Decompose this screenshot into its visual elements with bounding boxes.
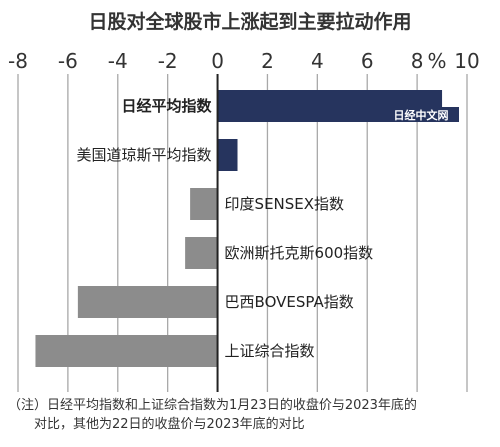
watermark-background bbox=[383, 107, 459, 122]
bar bbox=[35, 335, 218, 367]
category-label: 欧洲斯托克斯600指数 bbox=[225, 244, 374, 262]
category-label: 印度SENSEX指数 bbox=[225, 195, 344, 213]
x-tick-label: 4 bbox=[311, 49, 324, 73]
x-tick-label: 0 bbox=[211, 49, 224, 73]
category-label: 美国道琼斯平均指数 bbox=[77, 146, 212, 164]
footnote: （注）日经平均指数和上证综合指数为1月23日的收盘价与2023年底的 对比，其他… bbox=[8, 397, 417, 432]
x-tick-label: 6 bbox=[361, 49, 374, 73]
category-label: 巴西BOVESPA指数 bbox=[225, 293, 354, 311]
category-label: 日经平均指数 bbox=[122, 97, 213, 115]
x-tick-label: 2 bbox=[261, 49, 274, 73]
chart-title: 日股对全球股市上涨起到主要拉动作用 bbox=[88, 10, 411, 33]
unit-label: % bbox=[427, 49, 446, 73]
watermark-text: 日经中文网 bbox=[394, 108, 449, 122]
bar bbox=[217, 139, 238, 171]
x-tick-label: 10 bbox=[454, 49, 479, 73]
category-labels: 日经平均指数美国道琼斯平均指数印度SENSEX指数欧洲斯托克斯600指数巴西BO… bbox=[77, 97, 374, 360]
bar bbox=[185, 237, 218, 269]
watermark: 日经中文网 bbox=[383, 107, 459, 122]
bar bbox=[77, 286, 218, 318]
x-tick-label: -6 bbox=[58, 49, 78, 73]
footnote-line-1: （注）日经平均指数和上证综合指数为1月23日的收盘价与2023年底的 bbox=[8, 397, 417, 413]
x-tick-label: -8 bbox=[8, 49, 28, 73]
category-label: 上证综合指数 bbox=[225, 342, 315, 360]
x-axis-ticks: -8 -6 -4 -2 0 2 4 6 8 10 bbox=[8, 49, 480, 73]
bars bbox=[35, 90, 443, 367]
x-tick-label: 8 bbox=[411, 49, 424, 73]
footnote-line-2: 对比，其他为22日的收盘价与2023年底的对比 bbox=[34, 416, 305, 432]
x-tick-label: -4 bbox=[108, 49, 128, 73]
gridlines bbox=[17, 74, 468, 392]
bar bbox=[190, 188, 218, 220]
x-tick-label: -2 bbox=[158, 49, 178, 73]
